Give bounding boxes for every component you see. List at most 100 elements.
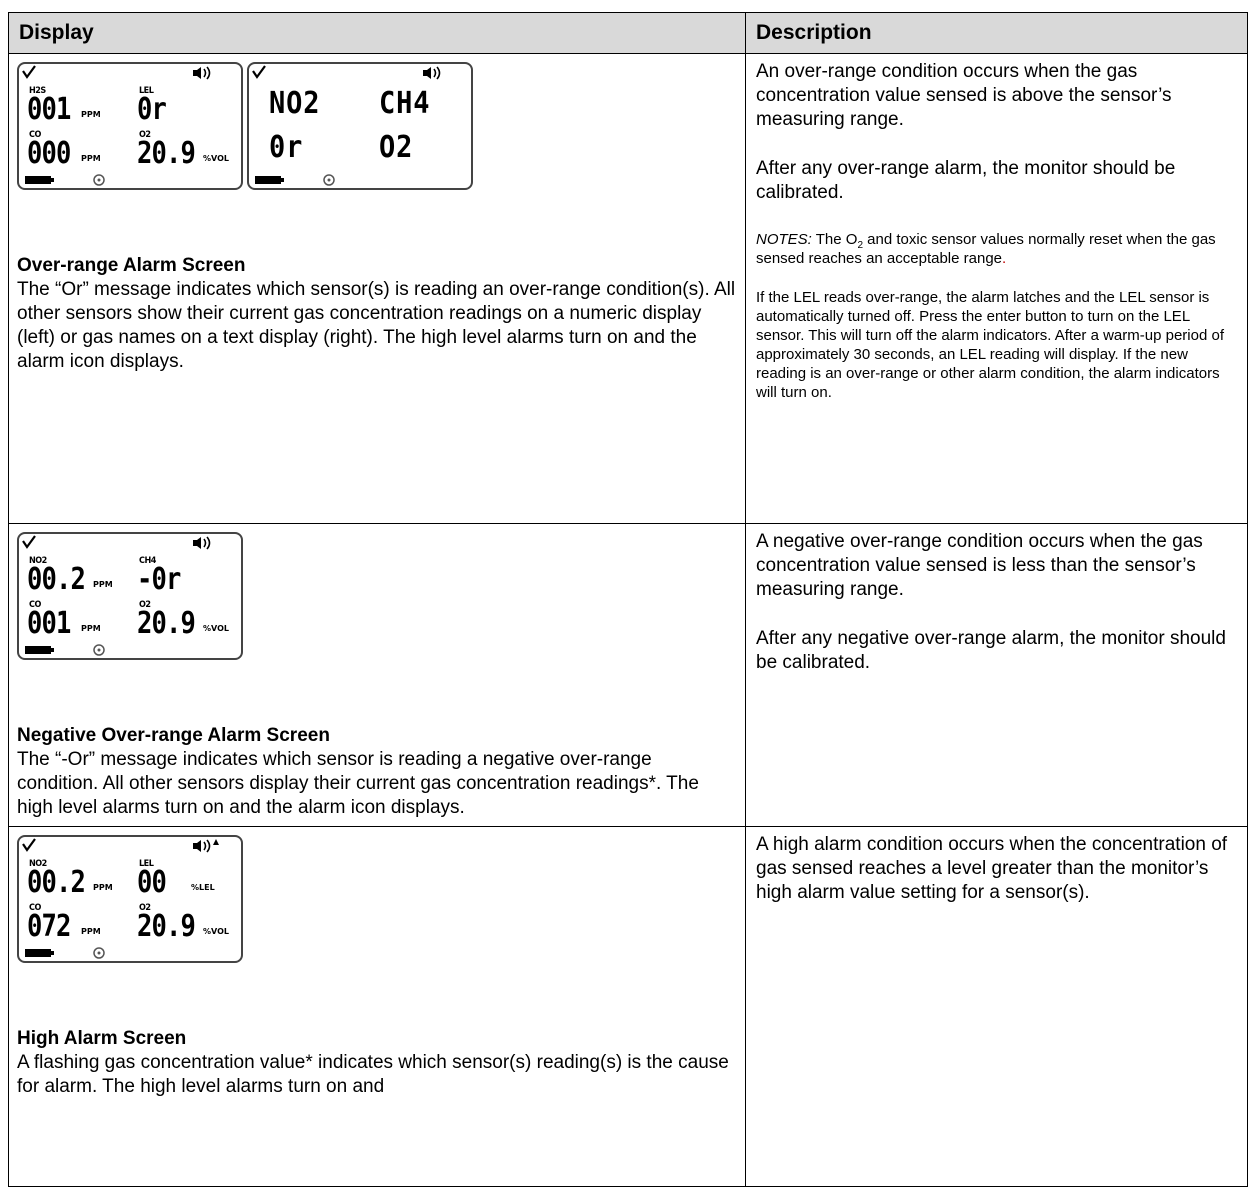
lcd-reading: O2 20.9 %VOL	[135, 130, 241, 172]
caption-title: Over-range Alarm Screen	[17, 255, 246, 276]
lcd-text: O2	[379, 130, 414, 165]
reading-unit: PPM	[93, 883, 113, 892]
caption-title: Negative Over-range Alarm Screen	[17, 725, 330, 746]
gas-label: O2	[139, 130, 151, 140]
description-paragraph: A high alarm condition occurs when the c…	[756, 834, 1228, 903]
speaker-icon	[193, 537, 201, 549]
lcd-reading: NO2 00.2 PPM	[25, 556, 135, 598]
reading-value: 001	[27, 92, 71, 127]
description-cell: A high alarm condition occurs when the c…	[745, 826, 1248, 1187]
lcd-reading: O2 20.9 %VOL	[135, 600, 241, 642]
gas-label: CO	[29, 903, 41, 913]
reading-value: -0r	[137, 562, 181, 597]
lcd-reading: O2 20.9 %VOL	[135, 903, 241, 945]
reading-unit: PPM	[81, 624, 101, 633]
reading-value: 20.9	[137, 909, 196, 944]
battery-tip	[51, 951, 54, 955]
subscript: 2	[857, 240, 863, 251]
reading-value: 20.9	[137, 606, 196, 641]
speaker-icon	[193, 840, 201, 852]
notes: If the LEL reads over-range, the alarm l…	[756, 289, 1224, 401]
description-paragraph: After any negative over-range alarm, the…	[756, 628, 1226, 673]
table-row: H2S 001 PPM LEL 0r CO 000 PPM O2 20.9 %VOL NO2 CH4 0r…	[8, 53, 1248, 524]
notes: NOTES: The O2 and toxic sensor values no…	[756, 230, 1239, 268]
caption-text: The “Or” message indicates which sensor(…	[17, 279, 736, 372]
sound-waves	[203, 536, 211, 550]
gas-label: O2	[139, 600, 151, 610]
header-cell: Display	[8, 12, 746, 54]
description-paragraph: A negative over-range condition occurs w…	[756, 531, 1203, 600]
lcd-icons	[252, 65, 441, 186]
table-row: NO2 00.2 PPM CH4 -0r CO 001 PPM O2 20.9 %VOL Negati…	[8, 523, 1248, 827]
speaker-icon	[423, 67, 431, 79]
display-cell: NO2 00.2 PPM LEL 00 %LEL CO 072 PPM O2 20.9 %VOL Hig…	[8, 826, 746, 1187]
lcd-text: CH4	[379, 86, 431, 121]
gas-label: LEL	[139, 86, 154, 96]
notes-text: The O	[815, 231, 858, 248]
display-cell: H2S 001 PPM LEL 0r CO 000 PPM O2 20.9 %VOL NO2 CH4 0r…	[8, 53, 746, 524]
reading-value: 00	[137, 865, 167, 900]
lcd-reading: LEL 00 %LEL	[135, 859, 241, 901]
display-cell: NO2 00.2 PPM CH4 -0r CO 001 PPM O2 20.9 %VOL Negati…	[8, 523, 746, 827]
reading-unit: %VOL	[203, 624, 229, 633]
lcd-reading: CO 001 PPM	[25, 600, 135, 642]
fan-icon	[93, 947, 105, 959]
fan-hub	[97, 951, 101, 955]
fan-icon	[93, 174, 105, 186]
notes-text: and toxic sensor values normally reset w…	[756, 231, 1216, 267]
alarm-table: Display Description H2S 001 PPM LEL 0r CO 000 P…	[8, 12, 1248, 1187]
lcd-screen: NO2 00.2 PPM CH4 -0r CO 001 PPM O2 20.9 %VOL	[17, 532, 243, 660]
header-cell: Description	[745, 12, 1248, 54]
gas-label: O2	[139, 903, 151, 913]
lcd-reading: CO 000 PPM	[25, 130, 135, 172]
table-body: H2S 001 PPM LEL 0r CO 000 PPM O2 20.9 %VOL NO2 CH4 0r…	[8, 53, 1248, 1187]
battery	[25, 949, 51, 957]
lcd-text: NO2	[269, 86, 321, 121]
reading-value: 00.2	[27, 865, 86, 900]
lcd-reading: H2S 001 PPM	[25, 86, 135, 128]
fan-icon	[323, 174, 335, 186]
alarm-triangle	[213, 839, 219, 845]
sound-waves	[203, 66, 211, 80]
battery-tip	[51, 178, 54, 182]
page: {"table": { "headers": ["Display", "Desc…	[8, 12, 1248, 1187]
screens: H2S 001 PPM LEL 0r CO 000 PPM O2 20.9 %VOL NO2 CH4 0r…	[17, 62, 737, 196]
reading-value: 00.2	[27, 562, 86, 597]
lcd-reading: LEL 0r	[135, 86, 241, 128]
gas-label: H2S	[29, 86, 46, 96]
description-cell: An over-range condition occurs when the …	[745, 53, 1248, 524]
gas-label: LEL	[139, 859, 154, 869]
battery-tip	[281, 178, 284, 182]
check-icon	[22, 838, 36, 852]
lcd-reading: CO 072 PPM	[25, 903, 135, 945]
fan-hub	[97, 178, 101, 182]
notes-label: NOTES:	[756, 231, 812, 248]
gas-label: CH4	[139, 556, 156, 566]
gas-label: NO2	[29, 556, 47, 566]
speaker-icon	[193, 67, 201, 79]
fan-hub	[97, 648, 101, 652]
reading-unit: %VOL	[203, 154, 229, 163]
reading-unit: PPM	[81, 927, 101, 936]
battery	[25, 176, 51, 184]
reading-unit: PPM	[93, 580, 113, 589]
caption-title: High Alarm Screen	[17, 1028, 187, 1049]
lcd-icons	[22, 838, 219, 959]
reading-value: 20.9	[137, 136, 196, 171]
lcd-icons	[22, 65, 211, 186]
check-icon	[252, 65, 266, 79]
reading-value: 072	[27, 909, 71, 944]
check-icon	[22, 535, 36, 549]
battery	[255, 176, 281, 184]
battery-tip	[51, 648, 54, 652]
gas-label: NO2	[29, 859, 47, 869]
lcd-screen: H2S 001 PPM LEL 0r CO 000 PPM O2 20.9 %VOL	[17, 62, 243, 190]
header-row: Display Description	[8, 12, 1248, 54]
reading-unit: %VOL	[203, 927, 229, 936]
sound-waves	[203, 839, 211, 853]
description-cell: A negative over-range condition occurs w…	[745, 523, 1248, 827]
lcd-icons	[22, 535, 211, 656]
screens: NO2 00.2 PPM LEL 00 %LEL CO 072 PPM O2 20.9 %VOL	[17, 835, 737, 969]
lcd-screen: NO2 00.2 PPM LEL 00 %LEL CO 072 PPM O2 20.9 %VOL	[17, 835, 243, 963]
gas-label: CO	[29, 130, 41, 140]
